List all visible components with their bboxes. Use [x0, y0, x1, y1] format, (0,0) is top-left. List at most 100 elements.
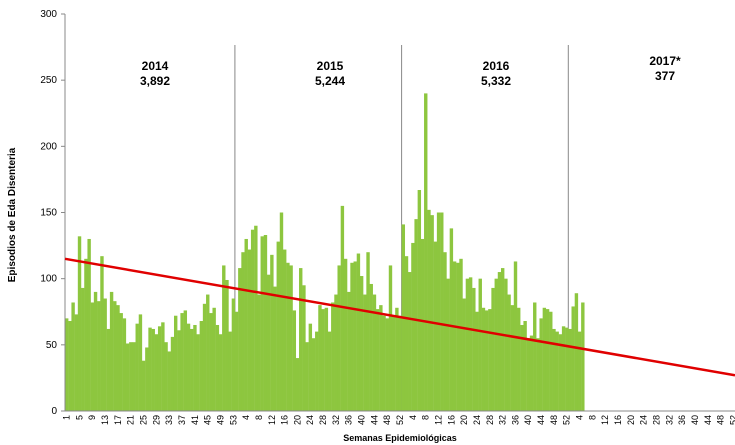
- bar: [581, 302, 585, 411]
- x-tick-label: 17: [113, 415, 123, 425]
- bar: [97, 301, 101, 411]
- bar: [424, 93, 428, 412]
- bar: [468, 277, 473, 411]
- x-tick-label: 20: [459, 415, 469, 425]
- bar: [273, 286, 277, 411]
- bar: [545, 309, 550, 411]
- bar: [484, 310, 489, 411]
- annotation-year: 2015: [317, 59, 344, 73]
- bar: [199, 321, 204, 411]
- bar: [145, 347, 149, 411]
- bar: [190, 328, 194, 411]
- bar: [141, 360, 146, 411]
- bar: [113, 301, 117, 411]
- annotation-total: 5,244: [315, 74, 345, 88]
- bar: [234, 311, 239, 411]
- bar: [488, 309, 492, 411]
- bar: [295, 358, 300, 411]
- x-tick-label: 32: [331, 415, 341, 425]
- annotation-total: 5,332: [481, 74, 511, 88]
- x-tick-label: 16: [613, 415, 623, 425]
- bar: [157, 326, 162, 411]
- bar: [244, 238, 248, 411]
- x-tick-label: 8: [587, 415, 597, 420]
- y-tick-label: 250: [40, 75, 57, 86]
- bar: [472, 287, 476, 411]
- bar: [209, 313, 213, 411]
- bar: [318, 305, 322, 411]
- bar: [129, 342, 133, 411]
- bar: [359, 276, 364, 411]
- bar: [164, 342, 168, 411]
- bar: [574, 293, 579, 411]
- bar: [71, 302, 75, 411]
- x-tick-label: 37: [177, 415, 187, 425]
- bar: [523, 321, 527, 411]
- bar: [154, 334, 159, 411]
- bar: [565, 327, 569, 411]
- x-tick-label: 16: [280, 415, 290, 425]
- bar: [173, 315, 178, 411]
- bar: [196, 334, 200, 411]
- bar: [308, 323, 313, 411]
- bar: [372, 294, 377, 411]
- x-tick-label: 52: [395, 415, 405, 425]
- x-tick-label: 4: [241, 415, 251, 420]
- bar: [212, 307, 216, 411]
- x-tick-label: 12: [267, 415, 277, 425]
- x-tick-label: 13: [100, 415, 110, 425]
- bar: [481, 307, 486, 411]
- bar: [391, 315, 396, 411]
- x-tick-label: 48: [716, 415, 726, 425]
- bar: [302, 285, 306, 411]
- bar: [436, 212, 441, 411]
- bar: [465, 278, 470, 411]
- bar: [507, 294, 511, 411]
- bar: [517, 307, 521, 411]
- bar: [337, 265, 341, 411]
- x-tick-label: 25: [139, 415, 149, 425]
- bar: [311, 338, 316, 411]
- y-axis-label: Episodios de Eda Disenteria: [7, 147, 18, 282]
- bar: [299, 268, 303, 411]
- bar: [225, 279, 229, 411]
- bar: [449, 228, 454, 411]
- bar: [417, 190, 422, 411]
- bar: [440, 212, 444, 411]
- x-tick-label: 44: [369, 415, 379, 425]
- x-tick-label: 16: [446, 415, 456, 425]
- bar: [411, 242, 415, 411]
- annotation-total: 377: [655, 69, 675, 83]
- bar: [356, 253, 361, 411]
- bar: [183, 310, 188, 411]
- x-tick-label: 20: [626, 415, 636, 425]
- annotation-year: 2014: [142, 59, 169, 73]
- bar: [93, 291, 98, 411]
- bar: [427, 209, 431, 411]
- bar: [500, 268, 505, 411]
- annotation-total: 3,892: [140, 74, 170, 88]
- bar: [241, 252, 245, 411]
- bar: [443, 252, 447, 411]
- bar: [510, 305, 515, 411]
- bar: [167, 351, 171, 411]
- x-tick-label: 36: [344, 415, 354, 425]
- y-tick-label: 150: [40, 208, 57, 219]
- bar: [138, 314, 143, 411]
- x-tick-label: 29: [151, 415, 161, 425]
- bar: [81, 287, 85, 411]
- bar: [327, 331, 332, 411]
- bar: [577, 331, 582, 411]
- bar: [379, 305, 383, 411]
- bar: [257, 294, 261, 411]
- bar: [542, 307, 547, 411]
- x-tick-label: 32: [664, 415, 674, 425]
- bar: [340, 205, 345, 411]
- bar: [84, 258, 88, 411]
- bar: [558, 334, 563, 411]
- bar: [222, 265, 226, 411]
- x-tick-label: 8: [421, 415, 431, 420]
- bar: [459, 258, 463, 411]
- bar: [74, 314, 79, 411]
- bar: [103, 298, 107, 411]
